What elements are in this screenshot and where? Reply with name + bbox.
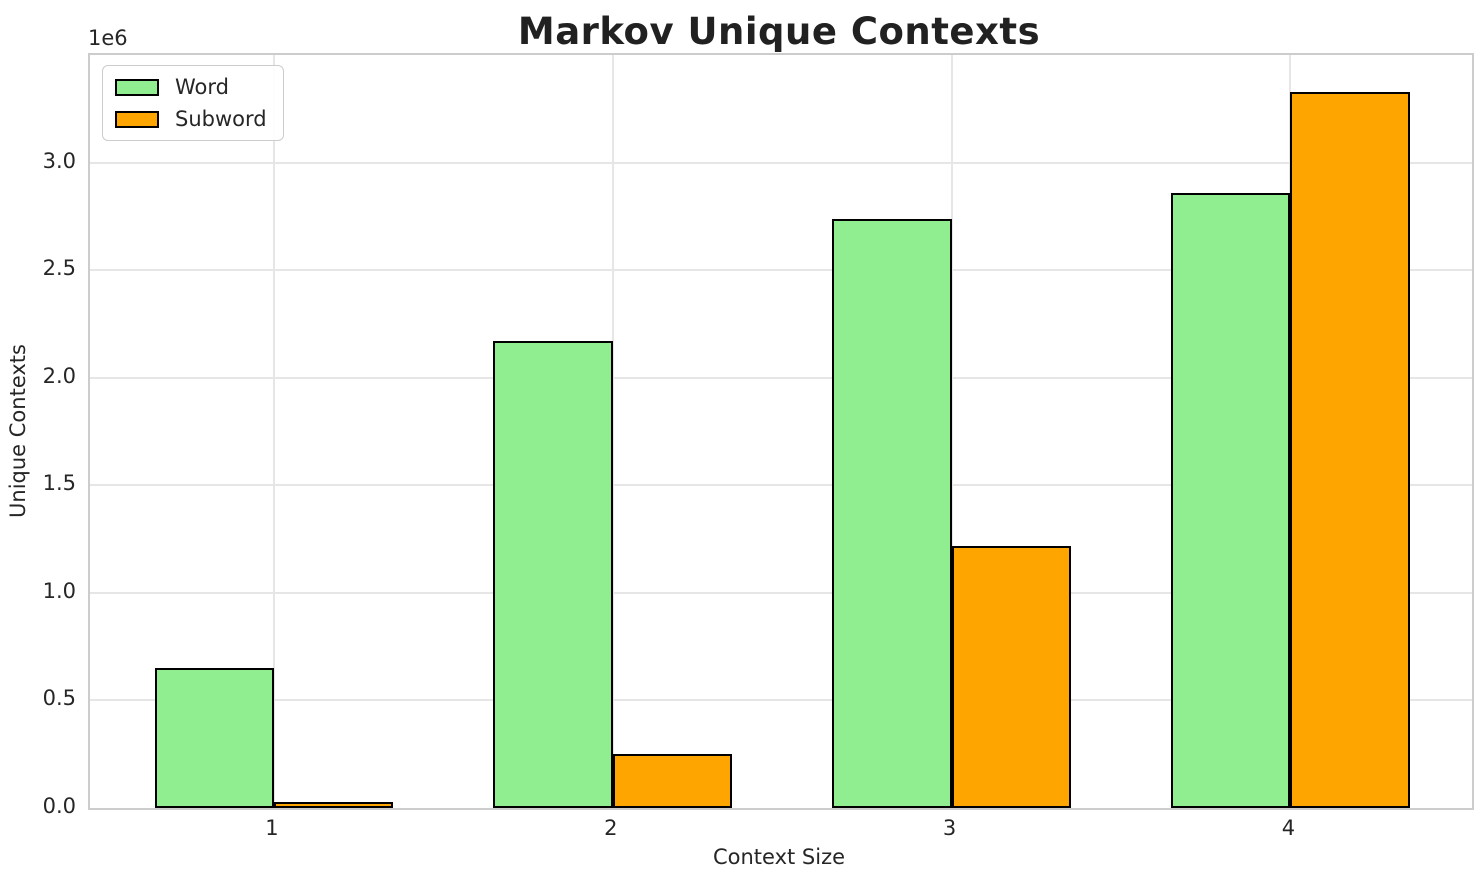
bar-subword-2: [612, 754, 733, 808]
y-tick-label: 0.5: [42, 686, 76, 711]
bar-word-1: [154, 668, 274, 808]
y-tick-label: 1.0: [42, 578, 76, 603]
bar-word-2: [493, 341, 613, 808]
y-axis-label: Unique Contexts: [6, 344, 30, 518]
gridline-y-1.0: [90, 591, 1472, 594]
y-tick-label: 2.5: [42, 256, 76, 281]
y-tick-label: 1.5: [42, 471, 76, 496]
gridline-x-3: [950, 55, 953, 808]
gridline-y-2.5: [90, 269, 1472, 272]
legend-item-subword: Subword: [115, 107, 267, 131]
gridline-x-2: [611, 55, 614, 808]
word-series-swatch: [115, 78, 159, 96]
y-axis-offset-label: 1e6: [88, 26, 128, 50]
subword-series-swatch: [115, 110, 159, 128]
legend-item-word: Word: [115, 75, 267, 99]
y-tick-label: 2.0: [42, 363, 76, 388]
bar-subword-3: [951, 545, 1071, 808]
gridline-y-1.5: [90, 484, 1472, 487]
plot-area: Word Subword: [88, 53, 1474, 810]
legend-label-word: Word: [175, 75, 229, 99]
bar-subword-4: [1290, 91, 1410, 808]
gridline-y-3.0: [90, 161, 1472, 164]
bar-word-3: [832, 218, 952, 808]
x-tick-label: 2: [604, 816, 618, 840]
gridline-x-1: [272, 55, 275, 808]
bar-word-4: [1170, 192, 1291, 808]
legend: Word Subword: [102, 65, 284, 141]
gridline-y-0.5: [90, 699, 1472, 702]
x-tick-label: 3: [942, 816, 957, 840]
x-tick-label: 4: [1281, 816, 1296, 840]
bar-subword-1: [273, 801, 394, 808]
x-axis-label: Context Size: [712, 845, 846, 869]
legend-label-subword: Subword: [175, 107, 267, 131]
chart-title: Markov Unique Contexts: [517, 10, 1041, 53]
y-tick-label: 3.0: [42, 148, 76, 173]
y-tick-label: 0.0: [42, 794, 76, 818]
x-tick-label: 1: [265, 816, 279, 840]
gridline-y-2.0: [90, 376, 1472, 379]
